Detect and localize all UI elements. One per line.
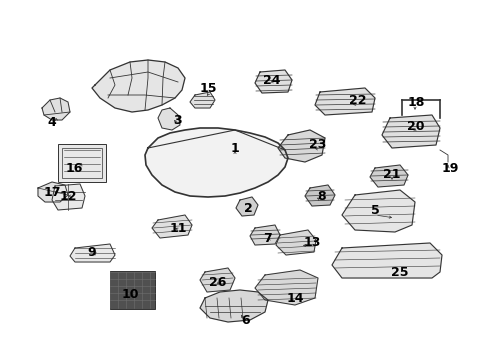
Text: 21: 21 xyxy=(383,167,400,180)
Text: 1: 1 xyxy=(230,141,239,154)
Polygon shape xyxy=(152,215,192,238)
Text: 26: 26 xyxy=(209,275,226,288)
Text: 14: 14 xyxy=(285,292,303,305)
Text: 16: 16 xyxy=(65,162,82,175)
Text: 10: 10 xyxy=(121,288,139,302)
Polygon shape xyxy=(341,190,414,232)
Polygon shape xyxy=(254,270,317,305)
Polygon shape xyxy=(254,70,291,93)
Text: 2: 2 xyxy=(243,202,252,215)
Text: 9: 9 xyxy=(87,246,96,258)
Polygon shape xyxy=(38,182,68,202)
Polygon shape xyxy=(200,290,267,322)
Polygon shape xyxy=(158,108,180,130)
Text: 4: 4 xyxy=(47,116,56,129)
Text: 19: 19 xyxy=(440,162,458,175)
Polygon shape xyxy=(331,243,441,278)
Text: 5: 5 xyxy=(370,203,379,216)
Text: 17: 17 xyxy=(43,185,61,198)
Text: 18: 18 xyxy=(407,95,424,108)
Text: 24: 24 xyxy=(263,73,280,86)
Polygon shape xyxy=(92,60,184,112)
Text: 13: 13 xyxy=(303,235,320,248)
Polygon shape xyxy=(52,184,85,210)
Text: 3: 3 xyxy=(173,113,182,126)
Text: 15: 15 xyxy=(199,81,216,94)
Polygon shape xyxy=(305,185,334,206)
Polygon shape xyxy=(314,88,374,115)
Text: 20: 20 xyxy=(407,120,424,132)
Text: 22: 22 xyxy=(348,94,366,107)
Text: 25: 25 xyxy=(390,266,408,279)
Text: 12: 12 xyxy=(59,189,77,202)
Polygon shape xyxy=(369,165,407,187)
Polygon shape xyxy=(190,92,215,108)
Text: 11: 11 xyxy=(169,221,186,234)
Polygon shape xyxy=(278,130,325,162)
Bar xyxy=(58,144,106,182)
Polygon shape xyxy=(249,225,280,245)
Text: 23: 23 xyxy=(309,139,326,152)
Bar xyxy=(62,148,102,178)
Polygon shape xyxy=(381,115,439,148)
Polygon shape xyxy=(200,268,235,292)
Text: 8: 8 xyxy=(317,189,325,202)
Text: 7: 7 xyxy=(263,231,272,244)
Polygon shape xyxy=(145,128,287,197)
Polygon shape xyxy=(236,197,258,216)
Polygon shape xyxy=(275,230,315,255)
Polygon shape xyxy=(70,244,115,262)
Text: 6: 6 xyxy=(241,314,250,327)
Bar xyxy=(109,271,154,309)
Polygon shape xyxy=(42,98,70,120)
